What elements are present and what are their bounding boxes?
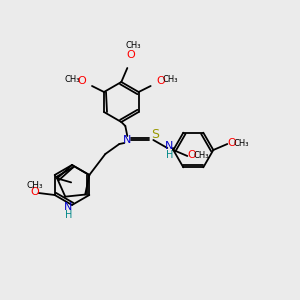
Text: CH₃: CH₃ bbox=[234, 139, 249, 148]
Text: CH₃: CH₃ bbox=[194, 151, 209, 160]
Text: CH₃: CH₃ bbox=[126, 41, 141, 50]
Text: CH₃: CH₃ bbox=[163, 76, 178, 85]
Text: O: O bbox=[227, 138, 236, 148]
Text: S: S bbox=[151, 128, 159, 142]
Text: N: N bbox=[64, 202, 73, 212]
Text: N: N bbox=[123, 135, 131, 145]
Text: H: H bbox=[64, 210, 72, 220]
Text: H: H bbox=[166, 150, 173, 160]
Text: O: O bbox=[187, 150, 196, 160]
Text: CH₃: CH₃ bbox=[64, 76, 80, 85]
Text: O: O bbox=[126, 50, 135, 60]
Text: N: N bbox=[165, 141, 173, 151]
Text: O: O bbox=[156, 76, 165, 86]
Text: CH₃: CH₃ bbox=[26, 181, 43, 190]
Text: O: O bbox=[78, 76, 86, 86]
Text: O: O bbox=[30, 187, 39, 197]
